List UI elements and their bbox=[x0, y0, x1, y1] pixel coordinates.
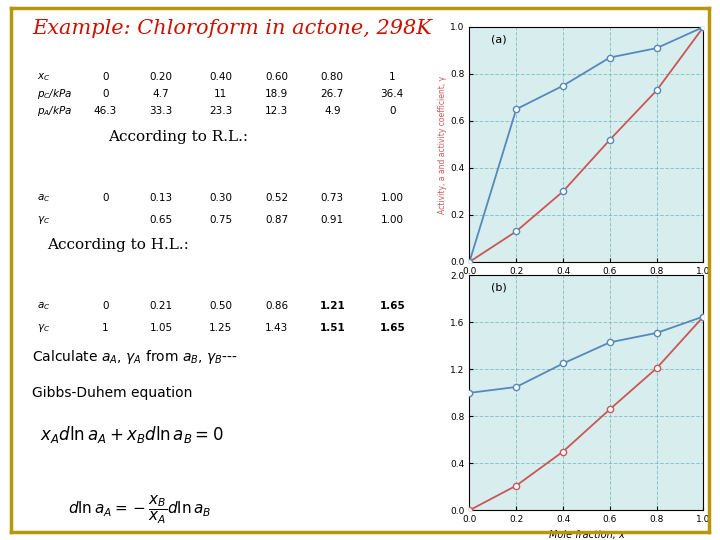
Text: 1.65: 1.65 bbox=[379, 301, 405, 310]
Text: 0.20: 0.20 bbox=[150, 72, 172, 82]
Text: Example: Chloroform in actone, 298K: Example: Chloroform in actone, 298K bbox=[32, 19, 432, 38]
Text: 11: 11 bbox=[215, 89, 228, 99]
Text: 4.9: 4.9 bbox=[324, 106, 341, 116]
X-axis label: Mole fraction, x: Mole fraction, x bbox=[549, 281, 624, 291]
Text: 0.91: 0.91 bbox=[320, 215, 344, 225]
Text: 0: 0 bbox=[102, 193, 109, 202]
Text: 26.7: 26.7 bbox=[320, 89, 344, 99]
Text: Calculate $a_A$, $\gamma_A$ from $a_B$, $\gamma_B$---: Calculate $a_A$, $\gamma_A$ from $a_B$, … bbox=[32, 348, 238, 366]
Text: 0: 0 bbox=[102, 89, 109, 99]
Text: 33.3: 33.3 bbox=[149, 106, 173, 116]
Text: 1.51: 1.51 bbox=[320, 323, 345, 333]
Text: 0: 0 bbox=[389, 106, 395, 116]
Text: 0.73: 0.73 bbox=[320, 193, 344, 202]
Text: 0.50: 0.50 bbox=[210, 301, 233, 310]
Text: 0.80: 0.80 bbox=[321, 72, 343, 82]
Text: 0.30: 0.30 bbox=[210, 193, 233, 202]
Text: 1.65: 1.65 bbox=[379, 323, 405, 333]
Text: 36.4: 36.4 bbox=[381, 89, 404, 99]
Text: 0.60: 0.60 bbox=[265, 72, 288, 82]
Text: 0.86: 0.86 bbox=[265, 301, 288, 310]
Text: 1: 1 bbox=[102, 323, 109, 333]
Text: 12.3: 12.3 bbox=[265, 106, 288, 116]
Text: $\gamma_C$: $\gamma_C$ bbox=[37, 214, 50, 226]
Text: 1.00: 1.00 bbox=[381, 193, 404, 202]
Text: $a_C$: $a_C$ bbox=[37, 192, 50, 204]
Text: $\gamma_C$: $\gamma_C$ bbox=[37, 322, 50, 334]
Text: 1: 1 bbox=[389, 72, 395, 82]
Text: 1.21: 1.21 bbox=[320, 301, 345, 310]
Text: $a_C$: $a_C$ bbox=[37, 300, 50, 312]
X-axis label: Mole fraction, x: Mole fraction, x bbox=[549, 530, 624, 539]
Text: $x_C$: $x_C$ bbox=[37, 71, 50, 83]
Text: 1.43: 1.43 bbox=[265, 323, 288, 333]
Text: 0: 0 bbox=[102, 72, 109, 82]
Text: 0.87: 0.87 bbox=[265, 215, 288, 225]
Text: $d\ln a_A = -\dfrac{x_B}{x_A} d\ln a_B$: $d\ln a_A = -\dfrac{x_B}{x_A} d\ln a_B$ bbox=[68, 494, 212, 526]
Text: $p_A$/kPa: $p_A$/kPa bbox=[37, 104, 72, 118]
Text: 1.25: 1.25 bbox=[210, 323, 233, 333]
Text: 0.21: 0.21 bbox=[149, 301, 173, 310]
Text: Gibbs-Duhem equation: Gibbs-Duhem equation bbox=[32, 386, 193, 400]
Text: (a): (a) bbox=[490, 34, 506, 44]
Text: 23.3: 23.3 bbox=[210, 106, 233, 116]
Text: 0.65: 0.65 bbox=[149, 215, 173, 225]
Text: 0.52: 0.52 bbox=[265, 193, 288, 202]
Text: 0.40: 0.40 bbox=[210, 72, 233, 82]
Y-axis label: Activity, a and activity coefficient, γ: Activity, a and activity coefficient, γ bbox=[438, 76, 447, 213]
Text: 46.3: 46.3 bbox=[94, 106, 117, 116]
Text: $p_C$/kPa: $p_C$/kPa bbox=[37, 87, 72, 102]
Text: According to R.L.:: According to R.L.: bbox=[108, 130, 248, 144]
Text: 18.9: 18.9 bbox=[265, 89, 288, 99]
Text: $x_A d\ln a_A + x_B d\ln a_B = 0$: $x_A d\ln a_A + x_B d\ln a_B = 0$ bbox=[40, 424, 223, 445]
Text: According to H.L.:: According to H.L.: bbox=[47, 238, 189, 252]
Text: 1.05: 1.05 bbox=[149, 323, 173, 333]
Text: 4.7: 4.7 bbox=[153, 89, 169, 99]
Text: 0.75: 0.75 bbox=[210, 215, 233, 225]
Text: 0.13: 0.13 bbox=[149, 193, 173, 202]
Text: 0: 0 bbox=[102, 301, 109, 310]
Text: 1.00: 1.00 bbox=[381, 215, 404, 225]
Text: (b): (b) bbox=[490, 282, 506, 293]
